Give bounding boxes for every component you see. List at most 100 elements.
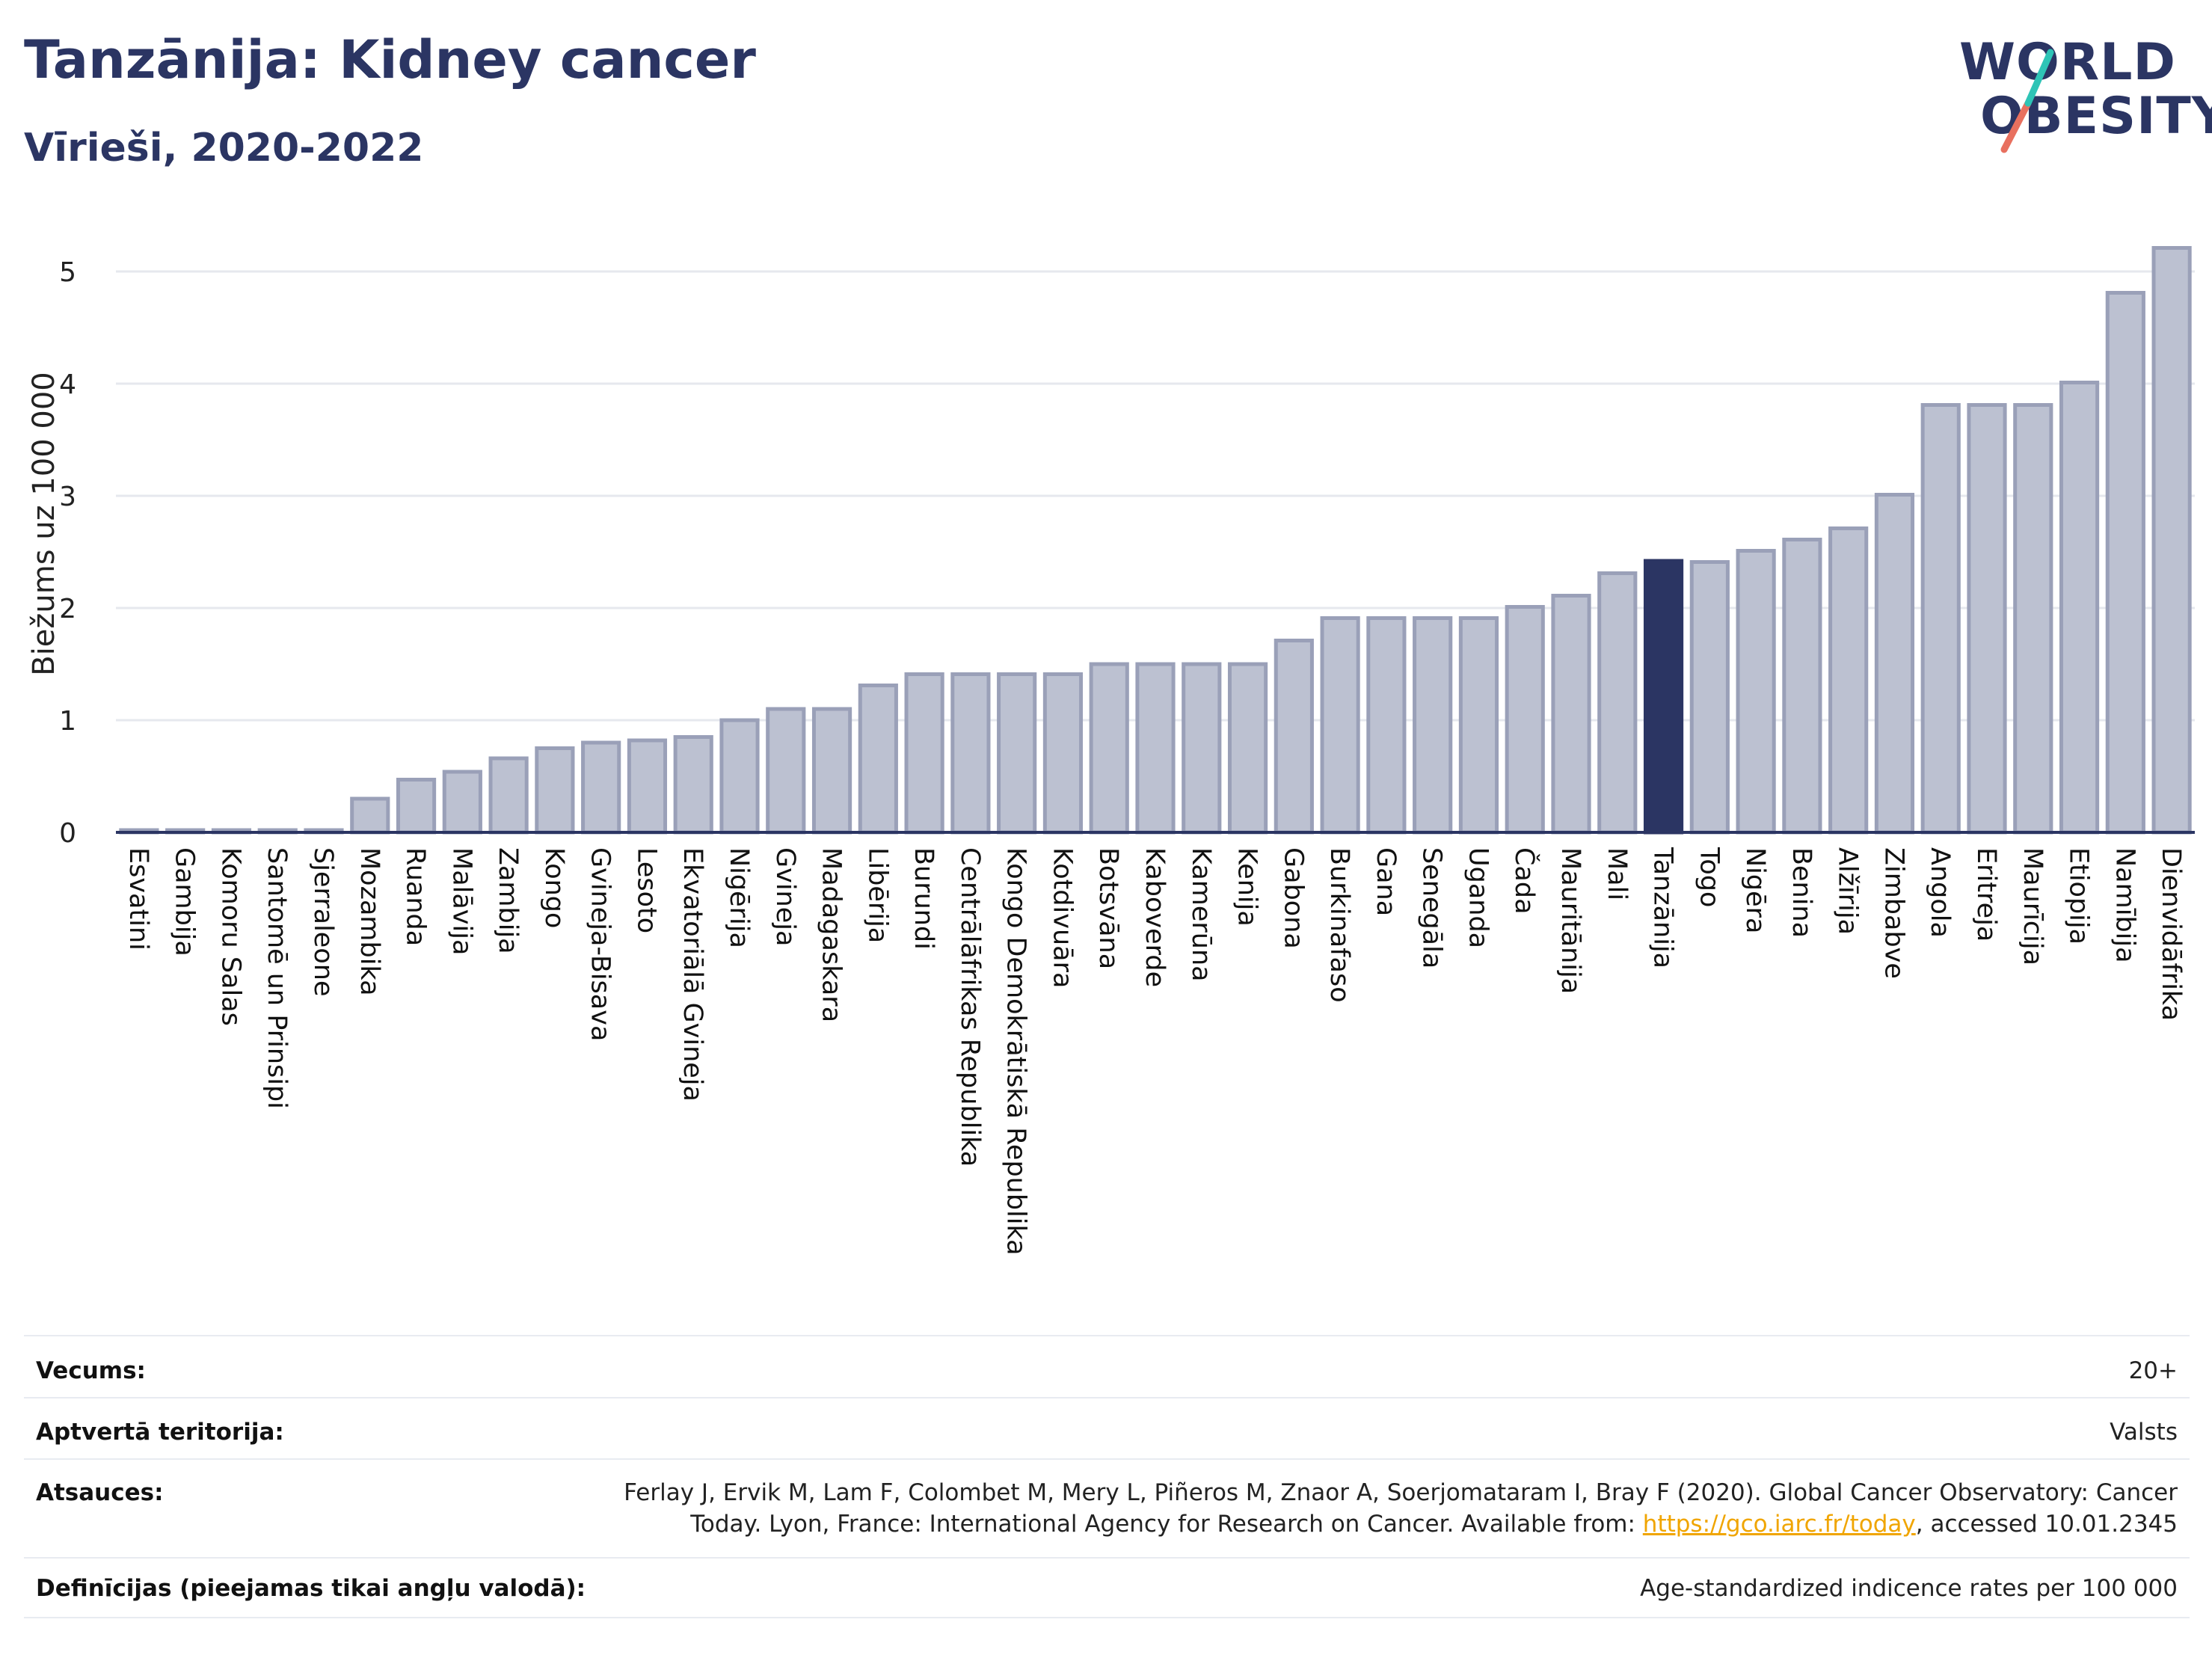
y-tick-label: 1: [59, 706, 76, 737]
x-tick-label: Etiopija: [2064, 847, 2094, 945]
meta-definitions-value: Age-standardized indicence rates per 100…: [1640, 1575, 2178, 1602]
bar: [1274, 639, 1314, 835]
reference-line-1: Ferlay J, Ervik M, Lam F, Colombet M, Me…: [624, 1479, 2178, 1506]
x-tick-label: Komoru Salas: [215, 847, 245, 1026]
x-tick-label: Zambija: [493, 847, 523, 954]
x-tick-label: Zimbabve: [1878, 847, 1908, 979]
y-tick-label: 5: [59, 257, 76, 288]
x-tick-label: Dienvidāfrika: [2156, 847, 2186, 1021]
x-tick-label: Namībija: [2110, 847, 2139, 963]
bar: [1413, 616, 1453, 835]
x-tick-label: Nigēra: [1740, 847, 1770, 934]
bar: [535, 746, 575, 835]
bar: [1782, 538, 1822, 835]
reference-link[interactable]: https://gco.iarc.fr/today: [1642, 1511, 1916, 1538]
y-tick-label: 0: [59, 818, 76, 849]
meta-age-value: 20+: [2128, 1357, 2178, 1384]
bar: [1089, 662, 1129, 835]
bar: [673, 735, 713, 835]
x-tick-label: Ruanda: [401, 847, 431, 946]
bar: [1597, 571, 1638, 835]
world-obesity-logo: WORLD OBESITY: [1952, 22, 2212, 165]
x-tick-label: Čada: [1509, 847, 1540, 915]
x-tick-label: Kotdivuāra: [1047, 847, 1077, 988]
y-axis-label: Biežums uz 100 000: [27, 372, 61, 676]
meta-territory-value: Valsts: [2110, 1419, 2178, 1446]
bar: [396, 778, 437, 835]
x-tick-label: Botsvāna: [1093, 847, 1123, 969]
bar: [627, 738, 668, 835]
y-tick-label: 2: [59, 594, 76, 624]
bar: [488, 756, 529, 835]
x-tick-label: Kenija: [1232, 847, 1262, 927]
reference-line-2: Today. Lyon, France: International Agenc…: [624, 1511, 2178, 1538]
x-tick-label: Mauritānija: [1555, 847, 1585, 994]
bar: [1736, 549, 1776, 835]
meta-territory-key: Aptvertā teritorija:: [36, 1419, 284, 1446]
meta-row-references: Atsauces: Ferlay J, Ervik M, Lam F, Colo…: [24, 1479, 2190, 1547]
bar: [997, 672, 1037, 835]
meta-divider: [24, 1557, 2190, 1559]
bar: [1967, 403, 2007, 835]
bar: [950, 672, 991, 835]
bar: [766, 707, 806, 835]
bar: [811, 707, 852, 835]
x-tick-label: Uganda: [1463, 847, 1493, 948]
x-tick-label: Madagaskara: [817, 847, 847, 1022]
bar-chart: 0 1 2 3 4 5 Biežums uz 100 000 Esvatini Gambija K…: [27, 246, 2195, 1256]
x-tick-label: Lesoto: [631, 847, 661, 933]
meta-divider: [24, 1617, 2190, 1618]
meta-row-territory: Aptvertā teritorija: Valsts: [24, 1419, 2190, 1449]
chart-title: Tanzānija: Kidney cancer: [24, 29, 756, 90]
x-tick-label: Maurīcija: [2018, 847, 2047, 965]
logo-line1: WORLD: [1959, 33, 2176, 92]
x-tick-label: Ekvatoriālā Gvineja: [678, 847, 707, 1102]
bar: [1689, 560, 1730, 835]
x-tick-label: Gvineja-Bisava: [586, 847, 615, 1041]
x-tick-label: Sjerraleone: [308, 847, 338, 996]
x-tick-label: Togo: [1694, 847, 1724, 907]
meta-references-value: Ferlay J, Ervik M, Lam F, Colombet M, Me…: [624, 1479, 2178, 1538]
bar: [1551, 594, 1591, 835]
x-tick-label: Burundi: [909, 847, 938, 950]
x-tick-label: Malāvija: [446, 847, 476, 955]
y-tick-label: 4: [59, 369, 76, 400]
x-tick-label: Libērija: [862, 847, 892, 943]
bar: [442, 770, 482, 835]
x-tick-label: Senegāla: [1417, 847, 1447, 968]
bar: [1320, 616, 1360, 835]
x-tick-label: Esvatini: [123, 847, 153, 951]
bar: [581, 740, 621, 835]
meta-references-key: Atsauces:: [36, 1479, 164, 1506]
bar: [719, 718, 760, 835]
bar: [2059, 381, 2100, 835]
x-tick-label: Benina: [1787, 847, 1816, 938]
x-tick-label: Kongo: [539, 847, 569, 928]
bar: [1366, 616, 1407, 835]
x-tick-label: Tanzānija: [1648, 847, 1678, 968]
y-tick-label: 3: [59, 482, 76, 512]
meta-divider: [24, 1458, 2190, 1460]
bar: [1505, 605, 1545, 835]
bar: [2105, 291, 2145, 835]
x-tick-label: Gambija: [170, 847, 200, 957]
bar: [1828, 526, 1869, 835]
meta-definitions-key: Definīcijas (pieejamas tikai angļu valod…: [36, 1575, 586, 1602]
bar: [1042, 672, 1084, 835]
bar: [1135, 662, 1176, 835]
x-tick-label: Gabona: [1278, 847, 1308, 949]
chart-subtitle: Vīrieši, 2020-2022: [24, 126, 424, 171]
meta-divider: [24, 1397, 2190, 1398]
x-tick-label: Nigērija: [724, 847, 754, 948]
bar: [858, 684, 898, 835]
bar: [904, 672, 944, 835]
reference-accessed: , accessed 10.01.2345: [1915, 1511, 2178, 1538]
x-tick-label: Mali: [1602, 847, 1632, 900]
bar: [1874, 493, 1915, 835]
x-tick-label: Angola: [1925, 847, 1955, 938]
bar: [350, 796, 390, 835]
logo-slash-icon: [2000, 49, 2054, 153]
x-tick-label: Eritreja: [1971, 847, 2001, 942]
x-tick-label: Kongo Demokrātiskā Republika: [1001, 847, 1031, 1256]
bar: [1458, 616, 1499, 835]
